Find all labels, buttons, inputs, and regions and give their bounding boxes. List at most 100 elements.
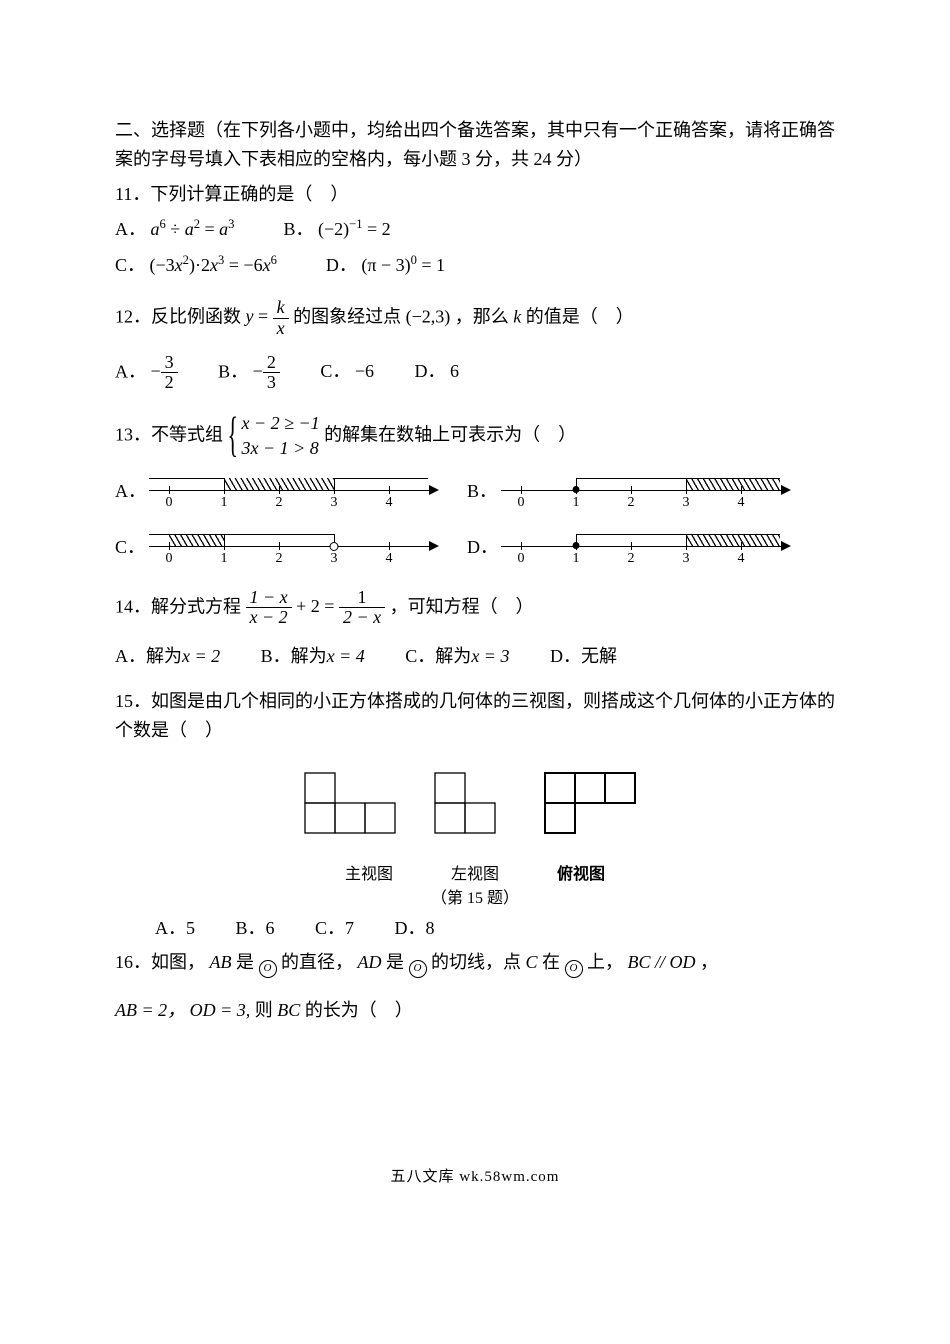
q11-D-exp: 0 — [411, 253, 417, 267]
q11-stem: 11．下列计算正确的是（ ） — [115, 180, 835, 209]
q15-C: C．7 — [315, 914, 354, 943]
section-heading: 二、选择题（在下列各小题中，均给出四个备选答案，其中只有一个正确答案，请将正确答… — [115, 116, 835, 174]
q12-prefix: 12．反比例函数 — [115, 306, 241, 326]
q13-A-label: A． — [115, 477, 149, 503]
q11-A-a2: a — [185, 219, 194, 239]
q15-caption: （第 15 题） — [115, 884, 835, 908]
q11-A-div: ÷ — [170, 219, 180, 239]
q12-kvar: k — [513, 306, 521, 326]
q12-A-den: 2 — [161, 372, 178, 393]
q12-pt: (−2,3) — [406, 306, 451, 326]
q16-on: 在 — [542, 952, 560, 972]
q14-rnum: 1 — [339, 588, 385, 608]
q11-A-e2: 2 — [194, 217, 200, 231]
q15-D: D．8 — [395, 914, 435, 943]
q12-stem: 12．反比例函数 y = kx 的图象经过点 (−2,3) ，那么 k 的值是（… — [115, 298, 835, 339]
q15-label-top: 俯视图 — [557, 860, 605, 884]
q12-y: y — [246, 306, 254, 326]
q16-BC2: BC — [277, 1000, 300, 1020]
q14-B-label: B．解为 — [261, 646, 327, 666]
q13-B-numberline: 01234 — [501, 468, 791, 512]
q13-row2: 3x − 1 > 8 — [242, 436, 320, 461]
q12-B-sign: − — [253, 361, 263, 381]
q16-line2: AB = 2， OD = 3, 则 BC 的长为（ ） — [115, 996, 835, 1025]
q13-prefix: 13．不等式组 — [115, 424, 223, 444]
q15-label-left: 左视图 — [451, 860, 499, 884]
q12-B-den: 3 — [263, 372, 280, 393]
q12-D: 6 — [450, 361, 459, 381]
q14-rden: 2 − x — [339, 607, 385, 628]
q14-stem: 14．解分式方程 1 − xx − 2 + 2 = 12 − x ，可知方程（ … — [115, 588, 835, 629]
q13-stem: 13．不等式组 x − 2 ≥ −1 3x − 1 > 8 的解集在数轴上可表示… — [115, 411, 835, 461]
q12-opts: A． −32 B． −23 C． −6 D． 6 — [115, 353, 835, 394]
q16-AB: AB — [210, 952, 232, 972]
q11-A-a3: a — [219, 219, 228, 239]
q11-B-eq: = 2 — [367, 219, 391, 239]
q16-on2: 上， — [587, 952, 623, 972]
q15-stem: 15．如图是由几个相同的小正方体搭成的几何体的三视图，则搭成这个几何体的小正方体… — [115, 687, 835, 745]
q12-k: k — [273, 298, 289, 318]
q16-comma: ， — [700, 952, 718, 972]
q16-line1: 16．如图， AB 是 O 的直径， AD 是 O 的切线，点 C 在 O 上，… — [115, 948, 835, 978]
q16-parallel: // — [655, 952, 670, 972]
q11-C-ce: 6 — [271, 253, 277, 267]
q15-label-main: 主视图 — [345, 860, 393, 884]
q14-opts: A．解为x = 2 B．解为x = 4 C．解为x = 3 D．无解 — [115, 642, 835, 671]
q13-row-AB: A． 01234 B． 01234 — [115, 468, 835, 512]
q12-B-num: 2 — [263, 353, 280, 373]
q14-tail: ，可知方程（ ） — [390, 596, 534, 616]
q12-D-label: D． — [415, 361, 446, 381]
q12-C: −6 — [355, 361, 374, 381]
q16-BC: BC — [628, 952, 651, 972]
q12-B-label: B． — [218, 361, 248, 381]
q11-opts-row2: C． (−3x2)·2x3 = −6x6 D． (π − 3)0 = 1 — [115, 250, 835, 280]
q14-B-eq: x = 4 — [327, 646, 365, 666]
q14-D-label: D．无解 — [550, 646, 617, 666]
q13-row1: x − 2 ≥ −1 — [242, 411, 320, 436]
q16-OD: OD — [670, 952, 696, 972]
q11-A-label: A． — [115, 219, 146, 239]
q11-A-e3: 3 — [228, 217, 234, 231]
q13-D-numberline: 01234 — [501, 524, 791, 568]
q11-C-be: 3 — [218, 253, 224, 267]
q14-plus: + 2 = — [296, 596, 334, 616]
q16-tail: 的长为（ ） — [305, 1000, 413, 1020]
q16-prefix: 16．如图， — [115, 952, 205, 972]
three-views-svg — [295, 753, 655, 853]
q12-A-label: A． — [115, 361, 146, 381]
q11-B-exp: −1 — [349, 217, 362, 231]
q16-C: C — [526, 952, 538, 972]
q14-prefix: 14．解分式方程 — [115, 596, 241, 616]
q13-tail: 的解集在数轴上可表示为（ ） — [324, 424, 576, 444]
q11-B-base: (−2) — [318, 219, 349, 239]
q13-C-label: C． — [115, 533, 149, 559]
q14-A-label: A．解为 — [115, 646, 182, 666]
q15-views: 主视图 左视图 俯视图 （第 15 题） — [115, 753, 835, 908]
q11-A-eq: = — [204, 219, 214, 239]
q11-A-e1: 6 — [160, 217, 166, 231]
q12-tail2: 的值是（ ） — [526, 306, 634, 326]
q16-is2: 是 — [386, 952, 404, 972]
q13-row-CD: C． 01234 D． 01234 — [115, 524, 835, 568]
q16-circleO-3: O — [565, 960, 583, 978]
q13-A-numberline: 01234 — [149, 468, 439, 512]
q16-ze: 则 — [255, 1000, 273, 1020]
q13-C-numberline: 01234 — [149, 524, 439, 568]
q14-lden: x − 2 — [246, 607, 292, 628]
q11-D-label: D． — [326, 255, 357, 275]
q11-opts-row1: A． a6 ÷ a2 = a3 B． (−2)−1 = 2 — [115, 214, 835, 244]
q16-AB2: AB = 2， — [115, 1000, 185, 1020]
q15-opts: A．5 B．6 C．7 D．8 — [115, 914, 835, 943]
q15-A: A．5 — [155, 914, 195, 943]
q16-AD: AD — [358, 952, 382, 972]
q14-C-eq: x = 3 — [471, 646, 509, 666]
q12-A-num: 3 — [161, 353, 178, 373]
q16-de1: 的直径， — [281, 952, 353, 972]
q12-mid: 的图象经过点 — [293, 306, 401, 326]
q11-C-label: C． — [115, 255, 145, 275]
page-footer: 五八文库 wk.58wm.com — [115, 1165, 835, 1186]
q11-A-a1: a — [151, 219, 160, 239]
q11-B-label: B． — [283, 219, 313, 239]
q11-D-eq: = 1 — [421, 255, 445, 275]
q16-de2: 的切线，点 — [431, 952, 521, 972]
